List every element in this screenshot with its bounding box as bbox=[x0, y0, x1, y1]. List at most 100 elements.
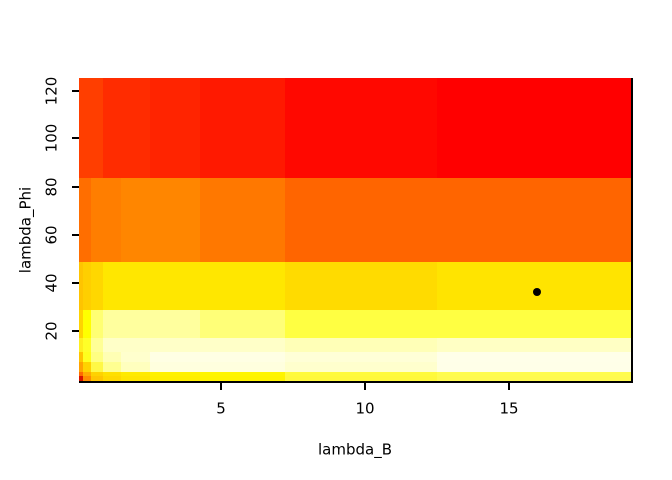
heatmap-cell bbox=[150, 362, 200, 372]
heatmap-cell bbox=[150, 376, 200, 381]
heatmap-cell bbox=[437, 352, 631, 362]
heatmap-cell bbox=[150, 338, 200, 352]
heatmap-cell bbox=[103, 352, 121, 362]
y-axis-tick bbox=[72, 330, 79, 332]
heatmap-cell bbox=[103, 78, 121, 178]
heatmap-cell bbox=[91, 352, 103, 362]
y-axis-tick bbox=[72, 234, 79, 236]
heatmap-cell bbox=[83, 178, 91, 262]
y-axis-tick-label: 20 bbox=[42, 321, 61, 341]
heatmap-cell bbox=[79, 178, 83, 262]
heatmap-cell bbox=[437, 262, 631, 310]
heatmap-cell bbox=[91, 262, 103, 310]
heatmap-cell bbox=[437, 310, 631, 338]
heatmap-cell bbox=[121, 376, 150, 381]
heatmap-cell bbox=[103, 362, 121, 372]
x-axis-tick-label: 5 bbox=[216, 399, 226, 418]
heatmap-cell bbox=[83, 78, 91, 178]
heatmap-cell bbox=[285, 372, 437, 376]
heatmap-cell bbox=[121, 78, 150, 178]
heatmap-cell bbox=[200, 376, 285, 381]
heatmap-cell bbox=[200, 352, 285, 362]
heatmap-cell bbox=[83, 362, 91, 372]
heatmap-cell bbox=[437, 78, 631, 178]
heatmap-cell bbox=[83, 262, 91, 310]
y-axis-tick-label: 80 bbox=[42, 177, 61, 197]
y-axis-tick-label: 100 bbox=[42, 123, 61, 153]
heatmap-cell bbox=[103, 376, 121, 381]
heatmap-cell bbox=[91, 78, 103, 178]
heatmap-cell bbox=[91, 338, 103, 352]
y-axis-tick-label: 60 bbox=[42, 225, 61, 245]
heatmap-cell bbox=[103, 310, 121, 338]
heatmap-cell bbox=[285, 310, 437, 338]
heatmap-cell bbox=[83, 338, 91, 352]
heatmap-cell bbox=[91, 372, 103, 376]
heatmap-cell bbox=[79, 372, 83, 376]
heatmap-cell bbox=[285, 78, 437, 178]
heatmap-cell bbox=[150, 310, 200, 338]
heatmap-cell bbox=[91, 362, 103, 372]
heatmap-cell bbox=[150, 352, 200, 362]
heatmap-cell bbox=[437, 376, 631, 381]
data-point-marker bbox=[533, 288, 541, 296]
heatmap-cell bbox=[200, 262, 285, 310]
heatmap-cell bbox=[437, 338, 631, 352]
heatmap-cell bbox=[437, 362, 631, 372]
x-axis-tick-label: 10 bbox=[355, 399, 375, 418]
heatmap-cell bbox=[103, 372, 121, 376]
heatmap-cell bbox=[150, 178, 200, 262]
heatmap-cell bbox=[285, 362, 437, 372]
heatmap-cell bbox=[79, 310, 83, 338]
heatmap-plot-area bbox=[79, 78, 633, 383]
heatmap-cell bbox=[91, 376, 103, 381]
y-axis-title: lambda_Phi bbox=[16, 186, 35, 273]
heatmap-cell bbox=[121, 178, 150, 262]
y-axis-tick bbox=[72, 90, 79, 92]
heatmap-cell bbox=[83, 376, 91, 381]
x-axis-title: lambda_B bbox=[318, 440, 392, 459]
heatmap-cell bbox=[200, 338, 285, 352]
x-axis-tick bbox=[220, 383, 222, 390]
heatmap-cell bbox=[103, 262, 121, 310]
heatmap-cell bbox=[83, 352, 91, 362]
heatmap-cell bbox=[121, 338, 150, 352]
y-axis-tick-label: 120 bbox=[42, 76, 61, 106]
heatmap-cell bbox=[79, 352, 83, 362]
heatmap-cell bbox=[285, 376, 437, 381]
heatmap-cell bbox=[79, 338, 83, 352]
heatmap-cell bbox=[200, 310, 285, 338]
y-axis-tick bbox=[72, 186, 79, 188]
heatmap-cell bbox=[79, 376, 83, 381]
heatmap-cell bbox=[150, 78, 200, 178]
x-axis-tick bbox=[508, 383, 510, 390]
heatmap-cell bbox=[200, 178, 285, 262]
heatmap-cell bbox=[121, 262, 150, 310]
heatmap-cell bbox=[79, 78, 83, 178]
y-axis-tick bbox=[72, 137, 79, 139]
heatmap-cell bbox=[285, 352, 437, 362]
heatmap-cell bbox=[200, 78, 285, 178]
heatmap-cell bbox=[150, 262, 200, 310]
heatmap-cell bbox=[285, 262, 437, 310]
heatmap-cell bbox=[121, 372, 150, 376]
heatmap-cell bbox=[83, 310, 91, 338]
heatmap-cell bbox=[150, 372, 200, 376]
heatmap-cell bbox=[103, 178, 121, 262]
heatmap-cell bbox=[121, 310, 150, 338]
x-axis-tick bbox=[364, 383, 366, 390]
heatmap-cell bbox=[91, 178, 103, 262]
heatmap-cell bbox=[91, 310, 103, 338]
y-axis-tick-label: 40 bbox=[42, 273, 61, 293]
y-axis-tick bbox=[72, 282, 79, 284]
x-axis-tick-label: 15 bbox=[499, 399, 519, 418]
heatmap-cell bbox=[79, 262, 83, 310]
heatmap-cell bbox=[285, 178, 437, 262]
heatmap-cell bbox=[200, 362, 285, 372]
heatmap-cell bbox=[121, 362, 150, 372]
heatmap-cell bbox=[200, 372, 285, 376]
heatmap-cell bbox=[103, 338, 121, 352]
heatmap-cell bbox=[83, 372, 91, 376]
heatmap-cell bbox=[437, 372, 631, 376]
